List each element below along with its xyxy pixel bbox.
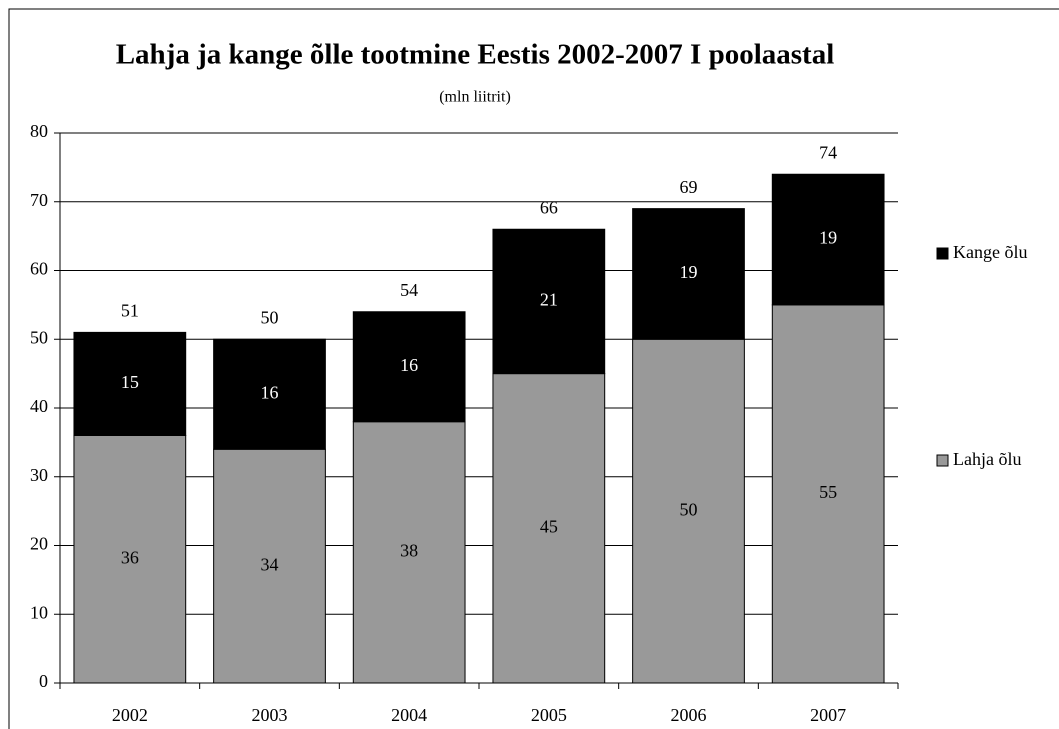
chart-title: Lahja ja kange õlle tootmine Eestis 2002… <box>116 39 835 71</box>
chart-subtitle: (mln liitrit) <box>439 89 511 106</box>
bar-segment <box>632 208 745 340</box>
bar-segment <box>771 173 885 306</box>
y-tick-label: 50 <box>30 327 48 347</box>
bar-segment <box>632 338 745 684</box>
data-label: 19 <box>680 262 698 282</box>
bar-segment <box>492 228 606 375</box>
bar-segment <box>213 448 326 684</box>
x-tick-label: 2006 <box>671 705 707 725</box>
y-tick-label: 10 <box>30 602 48 622</box>
bar-segment <box>492 373 606 684</box>
legend-label: Lahja õlu <box>953 449 1021 469</box>
bar-segment <box>213 338 326 450</box>
y-tick-label: 70 <box>30 190 48 210</box>
data-label: 21 <box>540 290 558 310</box>
y-tick-label: 20 <box>30 534 48 554</box>
data-label: 15 <box>121 372 139 392</box>
x-tick-label: 2005 <box>531 705 567 725</box>
legend-swatch <box>936 454 949 467</box>
data-label: 55 <box>819 482 837 502</box>
bar-segment <box>73 435 187 684</box>
y-tick-label: 60 <box>30 259 48 279</box>
bar-segment <box>771 304 885 684</box>
total-label: 66 <box>540 197 558 217</box>
x-tick-label: 2003 <box>252 705 288 725</box>
bar-segment <box>73 331 187 436</box>
y-tick-label: 40 <box>30 396 48 416</box>
total-label: 50 <box>261 307 279 327</box>
legend-swatch <box>936 247 949 260</box>
y-tick-label: 0 <box>39 671 48 691</box>
legend-label: Kange õlu <box>953 242 1027 262</box>
x-tick-label: 2004 <box>391 705 427 725</box>
total-label: 74 <box>819 142 837 162</box>
x-tick-label: 2002 <box>112 705 148 725</box>
total-label: 69 <box>680 177 698 197</box>
data-label: 16 <box>261 382 279 402</box>
data-label: 38 <box>400 541 418 561</box>
x-tick-label: 2007 <box>810 705 846 725</box>
data-label: 34 <box>261 554 279 574</box>
bar-segment <box>352 421 466 684</box>
data-label: 19 <box>819 228 837 248</box>
total-label: 51 <box>121 301 139 321</box>
total-label: 54 <box>400 280 418 300</box>
y-tick-label: 30 <box>30 465 48 485</box>
data-label: 50 <box>680 499 698 519</box>
data-label: 45 <box>540 516 558 536</box>
data-label: 36 <box>121 547 139 567</box>
y-tick-label: 80 <box>30 121 48 141</box>
bar-segment <box>352 311 466 423</box>
data-label: 16 <box>400 355 418 375</box>
